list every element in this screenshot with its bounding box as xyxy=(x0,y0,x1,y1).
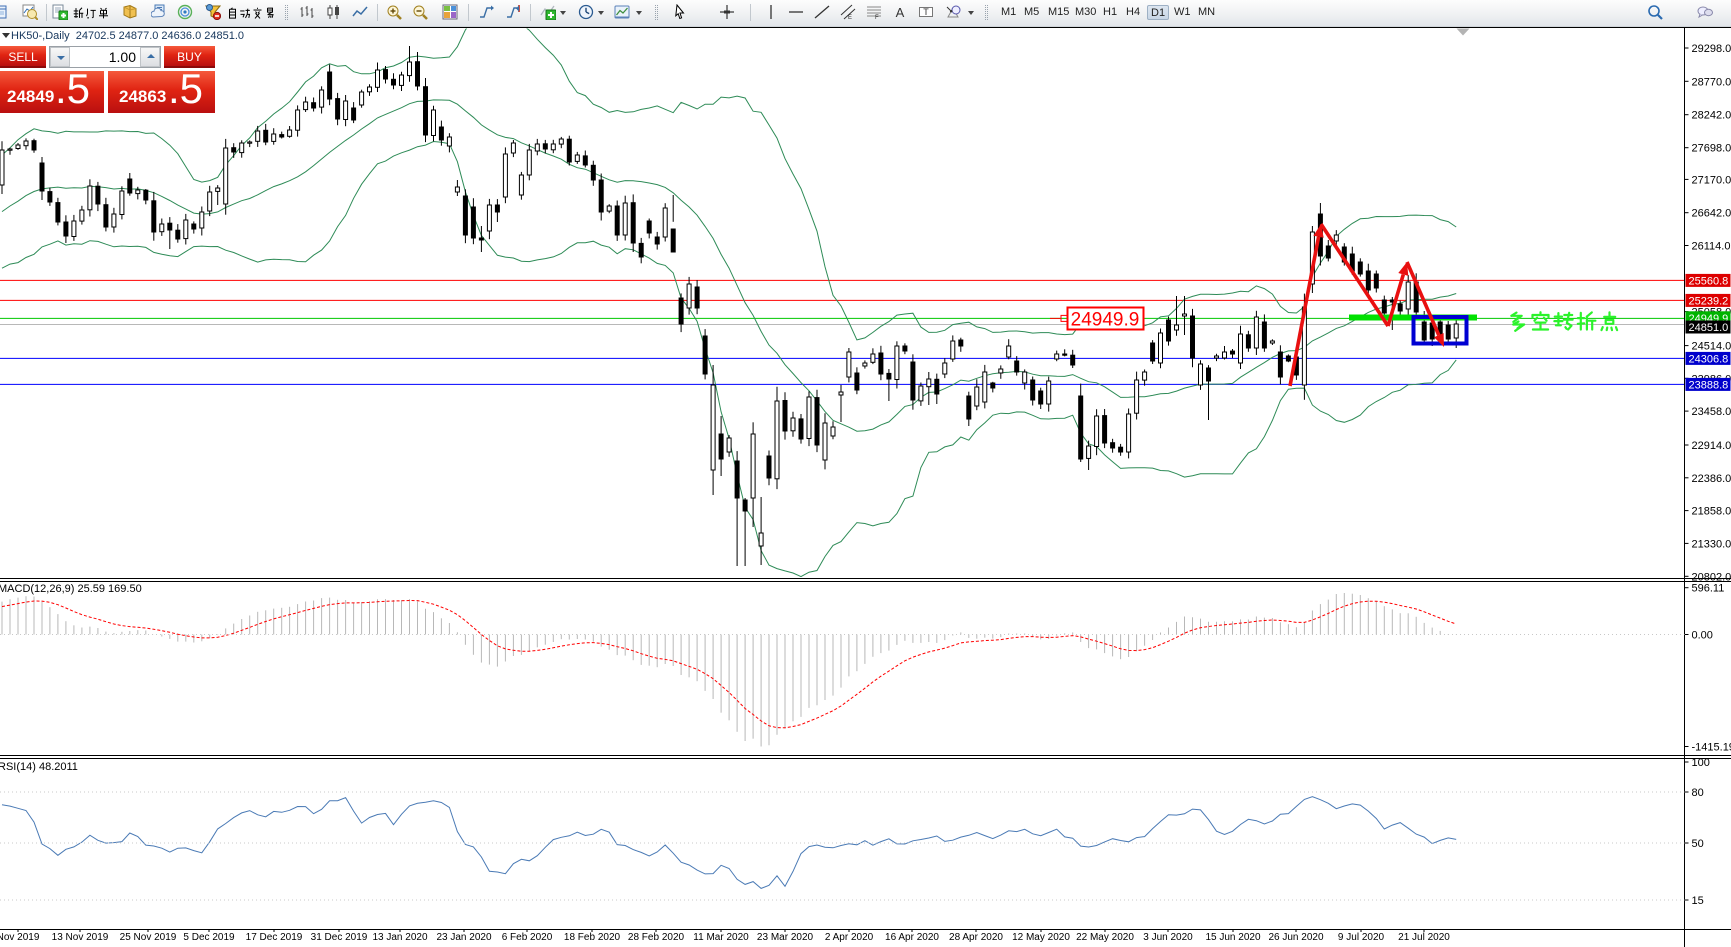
svg-text:24306.8: 24306.8 xyxy=(1689,353,1729,365)
svg-text:25239.2: 25239.2 xyxy=(1689,295,1729,307)
svg-text:18 Feb 2020: 18 Feb 2020 xyxy=(564,932,621,943)
svg-text:RSI(14) 48.2011: RSI(14) 48.2011 xyxy=(0,761,78,773)
svg-text:Nov 2019: Nov 2019 xyxy=(0,932,40,943)
svg-text:15: 15 xyxy=(1692,895,1704,907)
svg-text:5 Dec 2019: 5 Dec 2019 xyxy=(183,932,235,943)
svg-text:24514.0: 24514.0 xyxy=(1692,341,1731,353)
svg-text:21 Jul 2020: 21 Jul 2020 xyxy=(1398,932,1450,943)
svg-text:26114.0: 26114.0 xyxy=(1692,241,1731,253)
svg-text:E: E xyxy=(848,15,852,20)
svg-text:17 Dec 2019: 17 Dec 2019 xyxy=(246,932,303,943)
svg-text:27698.0: 27698.0 xyxy=(1692,143,1731,155)
svg-text:13 Nov 2019: 13 Nov 2019 xyxy=(52,932,109,943)
svg-text:25560.8: 25560.8 xyxy=(1689,275,1729,287)
svg-text:T: T xyxy=(923,7,929,17)
svg-text:21330.0: 21330.0 xyxy=(1692,538,1731,550)
svg-text:80: 80 xyxy=(1692,787,1704,799)
svg-text:A: A xyxy=(896,5,905,20)
svg-text:MACD(12,26,9) 25.59 169.50: MACD(12,26,9) 25.59 169.50 xyxy=(0,583,142,595)
svg-text:26642.0: 26642.0 xyxy=(1692,208,1731,220)
svg-text:13 Jan 2020: 13 Jan 2020 xyxy=(372,932,427,943)
svg-text:26 Jun 2020: 26 Jun 2020 xyxy=(1268,932,1323,943)
svg-text:11 Mar 2020: 11 Mar 2020 xyxy=(693,932,749,943)
svg-text:28770.0: 28770.0 xyxy=(1692,76,1731,88)
svg-text:23 Mar 2020: 23 Mar 2020 xyxy=(757,932,814,943)
svg-text:22386.0: 22386.0 xyxy=(1692,473,1731,485)
svg-text:24851.0: 24851.0 xyxy=(1689,322,1729,334)
svg-text:21858.0: 21858.0 xyxy=(1692,506,1731,518)
svg-text:-1415.19: -1415.19 xyxy=(1692,742,1731,754)
svg-text:29298.0: 29298.0 xyxy=(1692,43,1731,55)
svg-text:596.11: 596.11 xyxy=(1692,583,1725,595)
svg-text:3 Jun 2020: 3 Jun 2020 xyxy=(1143,932,1193,943)
svg-text:23 Jan 2020: 23 Jan 2020 xyxy=(436,932,491,943)
svg-text:24949.9: 24949.9 xyxy=(1071,310,1140,331)
svg-text:50: 50 xyxy=(1692,838,1704,850)
svg-text:23888.8: 23888.8 xyxy=(1689,379,1729,391)
svg-text:2 Apr 2020: 2 Apr 2020 xyxy=(825,932,874,943)
svg-text:28242.0: 28242.0 xyxy=(1692,110,1731,122)
svg-text:0.00: 0.00 xyxy=(1692,630,1713,642)
svg-text:12 May 2020: 12 May 2020 xyxy=(1012,932,1070,943)
svg-text:6 Feb 2020: 6 Feb 2020 xyxy=(502,932,553,943)
svg-text:100: 100 xyxy=(1692,757,1710,769)
svg-text:22 May 2020: 22 May 2020 xyxy=(1076,932,1134,943)
svg-text:9 Jul 2020: 9 Jul 2020 xyxy=(1338,932,1385,943)
svg-text:20802.0: 20802.0 xyxy=(1692,571,1731,583)
svg-text:28 Apr 2020: 28 Apr 2020 xyxy=(949,932,1003,943)
svg-text:F: F xyxy=(875,15,879,20)
svg-text:22914.0: 22914.0 xyxy=(1692,440,1731,452)
svg-text:16 Apr 2020: 16 Apr 2020 xyxy=(885,932,939,943)
svg-text:28 Feb 2020: 28 Feb 2020 xyxy=(628,932,685,943)
svg-text:15 Jun 2020: 15 Jun 2020 xyxy=(1205,932,1260,943)
svg-text:31 Dec 2019: 31 Dec 2019 xyxy=(311,932,368,943)
svg-text:25 Nov 2019: 25 Nov 2019 xyxy=(120,932,177,943)
svg-text:27170.0: 27170.0 xyxy=(1692,174,1731,186)
svg-text:23458.0: 23458.0 xyxy=(1692,406,1731,418)
